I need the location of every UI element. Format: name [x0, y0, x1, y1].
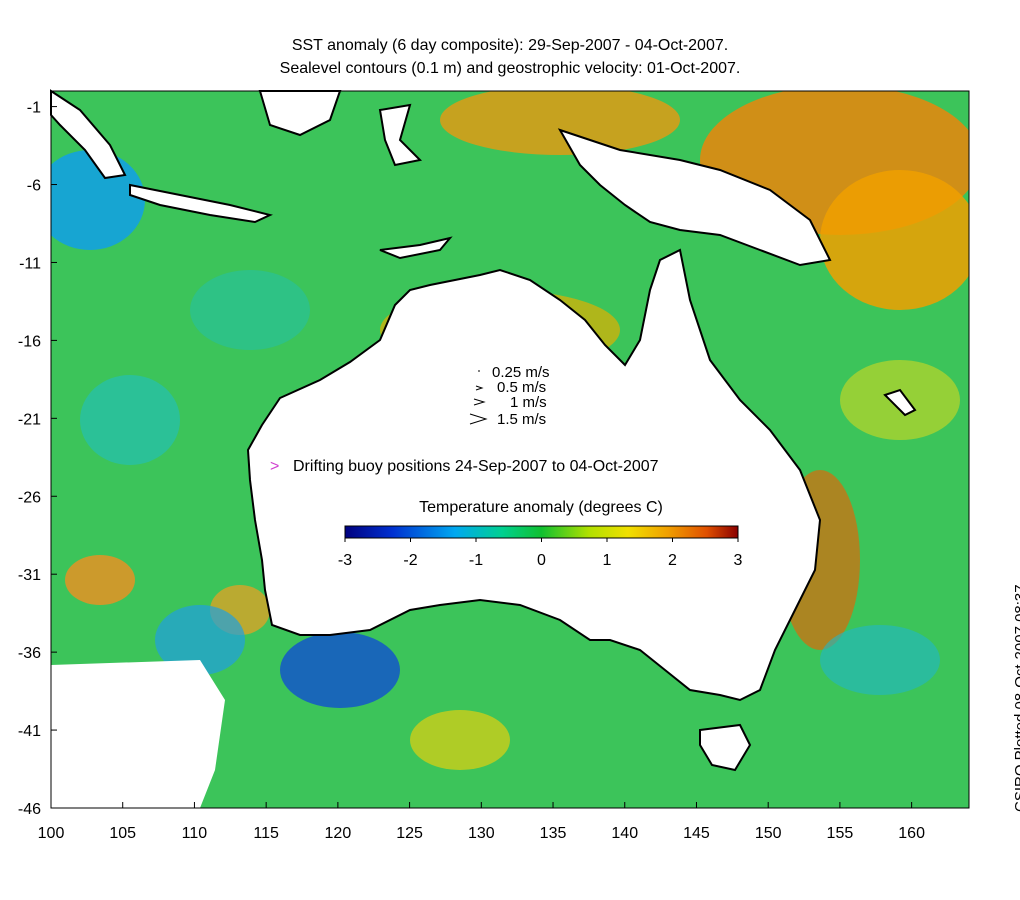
java-landmass	[129, 183, 273, 224]
x-tick-label: 120	[325, 825, 352, 842]
x-tick-label: 125	[396, 825, 423, 842]
colorbar-gradient	[344, 525, 739, 539]
x-tick-label: 110	[182, 825, 208, 842]
x-tick-label: 155	[827, 825, 854, 842]
y-tick-label: -36	[18, 645, 41, 662]
map-title-line-2: Sealevel contours (0.1 m) and geostrophi…	[279, 60, 741, 77]
new-guinea-landmass	[557, 128, 832, 267]
y-tick-label: -41	[18, 723, 41, 740]
colorbar: Temperature anomaly (degrees C) -3 -2 -1 0 1…	[338, 499, 743, 569]
velocity-arrow-1	[473, 398, 486, 406]
colorbar-tick-label: -1	[469, 552, 483, 569]
colorbar-tick-label: 2	[668, 552, 677, 569]
y-axis: -1 -6 -11 -16 -21 -26 -31 -36 -41 -46	[18, 100, 57, 818]
velocity-label-1: 1 m/s	[510, 394, 547, 411]
y-tick-label: -21	[18, 411, 41, 428]
timor-landmass	[379, 236, 453, 260]
y-tick-label: -1	[27, 100, 41, 117]
land-masses	[50, 89, 917, 772]
colorbar-tick-label: 0	[537, 552, 546, 569]
colorbar-ticks: -3 -2 -1 0 1 2 3	[338, 538, 743, 569]
x-tick-label: 160	[898, 825, 925, 842]
y-tick-label: -26	[18, 489, 41, 506]
buoy-legend: > Drifting buoy positions 24-Sep-2007 to…	[270, 458, 659, 475]
velocity-label-1.5: 1.5 m/s	[497, 411, 546, 428]
sumatra-landmass	[50, 89, 127, 180]
colorbar-tick-label: -2	[403, 552, 417, 569]
x-axis: 100 105 110 115 120 125 130 135 140 145 150 155 160	[38, 802, 925, 842]
y-tick-label: -31	[18, 567, 41, 584]
colorbar-title: Temperature anomaly (degrees C)	[419, 499, 663, 516]
colorbar-tick-label: 1	[603, 552, 612, 569]
x-tick-label: 140	[611, 825, 638, 842]
y-tick-label: -6	[27, 178, 41, 195]
map-title-line-1: SST anomaly (6 day composite): 29-Sep-20…	[291, 37, 729, 54]
new-caledonia-landmass	[883, 388, 917, 417]
x-tick-label: 105	[109, 825, 136, 842]
velocity-legend: 0.25 m/s 0.5 m/s 1 m/s 1.5 m/s	[469, 364, 550, 428]
colorbar-tick-label: 3	[734, 552, 743, 569]
velocity-arrow-1.5	[469, 413, 488, 425]
y-tick-label: -11	[19, 255, 41, 272]
y-tick-label: -46	[18, 801, 41, 818]
x-tick-label: 115	[253, 825, 279, 842]
x-tick-label: 130	[468, 825, 495, 842]
sulawesi-landmass	[378, 103, 423, 167]
y-tick-label: -16	[18, 333, 41, 350]
plot-credit: CSIRO Plotted 08-Oct-2007 08:37	[1012, 584, 1020, 812]
x-tick-label: 100	[38, 825, 65, 842]
buoy-legend-label: Drifting buoy positions 24-Sep-2007 to 0…	[293, 458, 659, 475]
x-tick-label: 150	[755, 825, 782, 842]
velocity-label-0.5: 0.5 m/s	[497, 379, 546, 396]
velocity-label-0.25: 0.25 m/s	[492, 364, 550, 381]
map-frame	[50, 90, 970, 809]
x-tick-label: 145	[683, 825, 710, 842]
x-tick-label: 135	[540, 825, 567, 842]
tasmania-landmass	[699, 723, 752, 772]
buoy-marker-icon: >	[270, 458, 279, 475]
velocity-arrow-0.5	[475, 385, 484, 391]
colorbar-tick-label: -3	[338, 552, 352, 569]
australia-landmass	[246, 248, 822, 702]
